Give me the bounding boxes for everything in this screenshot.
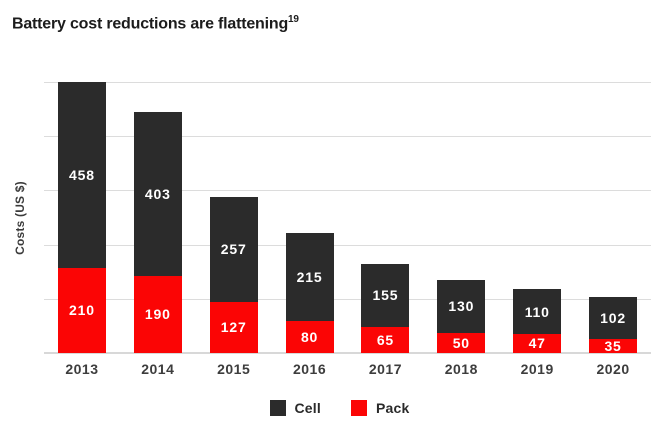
bar-value-label: 215	[296, 268, 323, 285]
x-axis-label: 2019	[520, 361, 554, 377]
stacked-bar: 102 35	[589, 297, 638, 354]
x-axis-label: 2018	[444, 361, 478, 377]
x-axis-labels: 2013 2014 2015 2016 2017 2018 2019 2020	[44, 361, 651, 377]
stacked-bar: 257 127	[209, 197, 258, 353]
bar-value-label: 257	[220, 241, 247, 258]
bar-group-2014: 403 190	[120, 112, 196, 353]
bar-value-label: 47	[528, 335, 546, 352]
stacked-bar: 110 47	[513, 289, 562, 353]
bars: 458 210 403 190 257 127 215 80 155 65 130 50 110 47 10…	[44, 82, 651, 353]
chart-title-footnote-marker: 19	[288, 14, 299, 25]
cell-segment: 458	[57, 82, 106, 268]
pack-segment: 190	[133, 275, 182, 353]
cell-segment: 215	[285, 233, 334, 321]
legend: Cell Pack	[0, 400, 655, 416]
bar-group-2019: 110 47	[499, 289, 575, 353]
x-axis-label: 2017	[368, 361, 403, 377]
y-axis-label: Costs (US $)	[13, 180, 27, 255]
cell-segment: 257	[209, 197, 258, 302]
cell-segment: 403	[133, 112, 182, 276]
pack-segment: 80	[285, 320, 334, 353]
legend-item-pack: Pack	[350, 400, 410, 416]
gridline	[44, 244, 651, 246]
cell-segment: 155	[361, 263, 410, 327]
bar-value-label: 190	[144, 306, 171, 323]
bar-value-label: 130	[448, 298, 475, 315]
legend-swatch-cell	[269, 400, 286, 416]
bar-value-label: 155	[372, 287, 399, 304]
stacked-bar: 403 190	[133, 112, 182, 353]
legend-label: Pack	[375, 400, 410, 416]
x-axis-label: 2020	[596, 361, 630, 377]
x-axis-label: 2013	[65, 361, 99, 377]
bar-value-label: 65	[376, 331, 395, 348]
bar-value-label: 403	[144, 186, 171, 203]
bar-value-label: 110	[524, 303, 550, 320]
bar-value-label: 127	[220, 319, 247, 336]
stacked-bar: 215 80	[285, 233, 334, 353]
pack-segment: 65	[361, 326, 410, 353]
plot-area: 458 210 403 190 257 127 215 80 155 65 130 50 110 47 10…	[44, 82, 651, 354]
bar-value-label: 50	[452, 334, 470, 351]
cell-segment: 102	[589, 297, 638, 339]
legend-item-cell: Cell	[269, 400, 321, 416]
bar-value-label: 210	[69, 302, 95, 319]
pack-segment: 210	[57, 267, 106, 353]
stacked-bar: 155 65	[361, 263, 410, 353]
bar-group-2013: 458 210	[44, 82, 120, 353]
bar-value-label: 80	[300, 328, 319, 345]
gridline	[44, 298, 651, 300]
gridline	[44, 82, 651, 83]
x-axis-label: 2014	[141, 361, 175, 377]
pack-segment: 50	[437, 332, 486, 353]
pack-segment: 35	[589, 337, 638, 354]
gridline	[44, 136, 651, 138]
legend-swatch-pack	[350, 400, 367, 416]
bar-group-2020: 102 35	[575, 297, 651, 353]
x-axis-label: 2016	[292, 361, 327, 377]
pack-segment: 47	[513, 333, 562, 353]
y-axis: Costs (US $)	[0, 82, 40, 353]
cell-segment: 130	[437, 280, 486, 333]
stacked-bar: 130 50	[437, 280, 486, 353]
bar-group-2018: 130 50	[423, 280, 499, 353]
bar-value-label: 458	[69, 166, 95, 183]
x-axis-label: 2015	[217, 361, 251, 377]
chart-title: Battery cost reductions are flattening19	[12, 14, 299, 33]
stacked-bar: 458 210	[57, 82, 106, 353]
chart-title-text: Battery cost reductions are flattening	[12, 15, 289, 33]
gridline	[44, 190, 651, 192]
bar-group-2016: 215 80	[272, 233, 348, 353]
legend-label: Cell	[294, 400, 321, 416]
x-axis-line	[44, 352, 651, 354]
bar-group-2017: 155 65	[348, 263, 424, 353]
cell-segment: 110	[513, 289, 562, 334]
bar-group-2015: 257 127	[196, 197, 272, 353]
pack-segment: 127	[209, 301, 258, 353]
bar-value-label: 102	[600, 310, 626, 327]
bar-value-label: 35	[604, 337, 622, 354]
